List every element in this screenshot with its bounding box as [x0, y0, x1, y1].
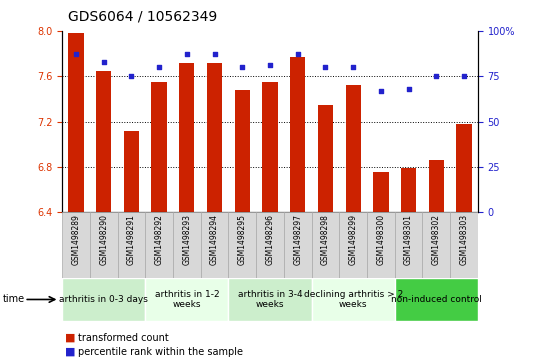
Bar	[312, 278, 395, 321]
Point	[460, 73, 468, 79]
Bar	[173, 212, 201, 278]
Bar	[179, 62, 194, 212]
Text: GSM1498300: GSM1498300	[376, 214, 386, 265]
Text: GSM1498301: GSM1498301	[404, 214, 413, 265]
Bar	[339, 212, 367, 278]
Bar	[96, 70, 111, 212]
Text: GSM1498291: GSM1498291	[127, 214, 136, 265]
Point	[404, 86, 413, 92]
Point	[210, 52, 219, 57]
Text: GSM1498303: GSM1498303	[460, 214, 469, 265]
Text: GDS6064 / 10562349: GDS6064 / 10562349	[68, 9, 217, 23]
Text: time: time	[3, 294, 25, 305]
Bar	[367, 212, 395, 278]
Bar	[395, 278, 478, 321]
Bar	[395, 212, 422, 278]
Bar	[228, 212, 256, 278]
Bar	[228, 278, 312, 321]
Text: transformed count: transformed count	[78, 333, 169, 343]
Bar	[145, 278, 228, 321]
Bar	[235, 90, 250, 212]
Text: GSM1498302: GSM1498302	[432, 214, 441, 265]
Point	[293, 52, 302, 57]
Bar	[207, 62, 222, 212]
Bar	[429, 160, 444, 212]
Text: GSM1498299: GSM1498299	[349, 214, 357, 265]
Point	[99, 59, 108, 65]
Point	[72, 52, 80, 57]
Bar	[145, 212, 173, 278]
Text: GSM1498289: GSM1498289	[71, 214, 80, 265]
Bar	[450, 212, 478, 278]
Text: arthritis in 0-3 days: arthritis in 0-3 days	[59, 295, 148, 304]
Bar	[256, 212, 284, 278]
Text: GSM1498297: GSM1498297	[293, 214, 302, 265]
Point	[238, 64, 247, 70]
Text: GSM1498294: GSM1498294	[210, 214, 219, 265]
Bar	[312, 212, 339, 278]
Bar	[456, 124, 471, 212]
Bar	[401, 168, 416, 212]
Text: GSM1498296: GSM1498296	[266, 214, 274, 265]
Text: non-induced control: non-induced control	[391, 295, 482, 304]
Text: arthritis in 1-2
weeks: arthritis in 1-2 weeks	[154, 290, 219, 309]
Bar	[118, 212, 145, 278]
Text: ■: ■	[65, 347, 75, 357]
Bar	[90, 212, 118, 278]
Text: percentile rank within the sample: percentile rank within the sample	[78, 347, 244, 357]
Bar	[69, 33, 84, 212]
Point	[127, 73, 136, 79]
Text: declining arthritis > 2
weeks: declining arthritis > 2 weeks	[303, 290, 403, 309]
Bar	[422, 212, 450, 278]
Bar	[346, 85, 361, 212]
Text: arthritis in 3-4
weeks: arthritis in 3-4 weeks	[238, 290, 302, 309]
Text: GSM1498292: GSM1498292	[154, 214, 164, 265]
Bar	[262, 82, 278, 212]
Bar	[152, 82, 167, 212]
Point	[349, 64, 357, 70]
Text: GSM1498290: GSM1498290	[99, 214, 108, 265]
Text: ■: ■	[65, 333, 75, 343]
Point	[155, 64, 164, 70]
Bar	[284, 212, 312, 278]
Bar	[62, 278, 145, 321]
Point	[321, 64, 330, 70]
Point	[376, 88, 385, 94]
Point	[266, 62, 274, 68]
Bar	[290, 57, 305, 212]
Bar	[201, 212, 228, 278]
Bar	[124, 131, 139, 212]
Bar	[373, 172, 388, 212]
Text: GSM1498293: GSM1498293	[183, 214, 191, 265]
Bar	[318, 105, 333, 212]
Text: GSM1498298: GSM1498298	[321, 214, 330, 265]
Point	[432, 73, 441, 79]
Bar	[62, 212, 90, 278]
Point	[183, 52, 191, 57]
Text: GSM1498295: GSM1498295	[238, 214, 247, 265]
